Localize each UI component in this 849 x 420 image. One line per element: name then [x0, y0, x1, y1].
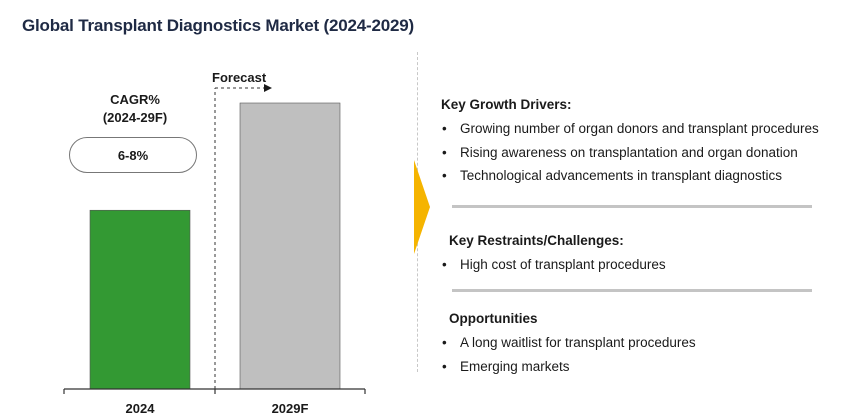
list-item: Technological advancements in transplant… [441, 164, 819, 188]
opportunities-section: Opportunities A long waitlist for transp… [442, 311, 696, 378]
list-item: Emerging markets [441, 355, 696, 379]
bar-2029F [239, 102, 341, 390]
list-item: Rising awareness on transplantation and … [441, 141, 819, 165]
x-tick-label: 2024 [126, 401, 156, 416]
restraints-section: Key Restraints/Challenges: High cost of … [442, 233, 666, 277]
x-tick-label: 2029F [272, 401, 309, 416]
list-item: Growing number of organ donors and trans… [441, 117, 819, 141]
restraints-heading: Key Restraints/Challenges: [449, 233, 624, 248]
section-separator [452, 205, 812, 208]
list-item: A long waitlist for transplant procedure… [441, 331, 696, 355]
opportunities-heading: Opportunities [449, 311, 538, 326]
bar-2024 [89, 209, 191, 390]
cagr-period-label: (2024-29F) [102, 110, 168, 125]
list-item: High cost of transplant procedures [441, 253, 666, 277]
growth-drivers-section: Key Growth Drivers: Growing number of or… [441, 97, 819, 188]
forecast-label: Forecast [212, 70, 267, 85]
chevron-right-icon [414, 160, 430, 254]
cagr-label: CAGR% [110, 92, 160, 107]
chart-title: Global Transplant Diagnostics Market (20… [22, 16, 414, 35]
cagr-value-badge: 6-8% [69, 137, 197, 173]
growth-drivers-heading: Key Growth Drivers: [441, 97, 572, 112]
section-separator [452, 289, 812, 292]
forecast-arrow-icon [264, 84, 272, 92]
